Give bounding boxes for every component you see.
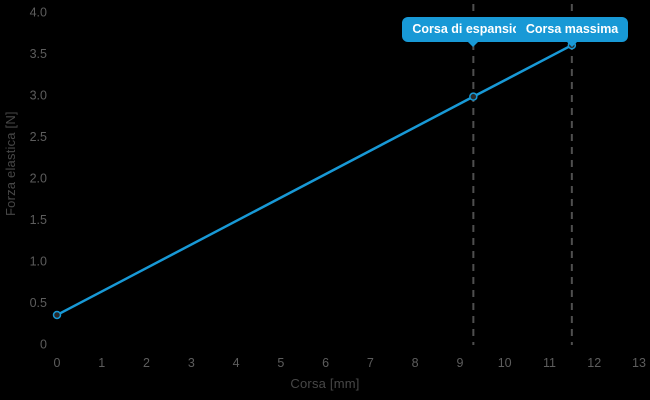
y-tick-label: 2.0 bbox=[30, 172, 47, 186]
x-tick-label: 1 bbox=[98, 356, 105, 370]
x-tick-label: 5 bbox=[277, 356, 284, 370]
x-tick-label: 12 bbox=[587, 356, 601, 370]
y-tick-label: 1.0 bbox=[30, 255, 47, 269]
x-tick-label: 3 bbox=[188, 356, 195, 370]
annotation-label: Corsa massima bbox=[525, 22, 619, 36]
y-tick-label: 1.5 bbox=[30, 213, 47, 227]
x-tick-label: 7 bbox=[367, 356, 374, 370]
x-tick-label: 10 bbox=[498, 356, 512, 370]
data-point-marker bbox=[469, 92, 478, 101]
annotation-badge-corsa-massima: Corsa massima bbox=[515, 17, 629, 47]
x-tick-label: 13 bbox=[632, 356, 646, 370]
x-tick-label: 0 bbox=[54, 356, 61, 370]
x-tick-label: 2 bbox=[143, 356, 150, 370]
x-tick-label: 6 bbox=[322, 356, 329, 370]
x-axis-title: Corsa [mm] bbox=[290, 376, 360, 391]
annotation-label: Corsa di espansione bbox=[412, 22, 535, 36]
x-tick-label: 8 bbox=[412, 356, 419, 370]
x-tick-label: 4 bbox=[233, 356, 240, 370]
series-line bbox=[55, 43, 574, 317]
y-tick-label: 0.5 bbox=[30, 296, 47, 310]
y-tick-label: 4.0 bbox=[30, 6, 47, 20]
data-point-marker bbox=[52, 310, 62, 320]
y-tick-label: 2.5 bbox=[30, 130, 47, 144]
x-tick-label: 9 bbox=[456, 356, 463, 370]
y-tick-label: 3.5 bbox=[30, 47, 47, 61]
y-axis-title: Forza elastica [N] bbox=[3, 110, 18, 216]
y-tick-label: 0 bbox=[40, 338, 47, 352]
x-tick-label: 11 bbox=[543, 356, 556, 370]
y-tick-label: 3.0 bbox=[30, 89, 47, 103]
